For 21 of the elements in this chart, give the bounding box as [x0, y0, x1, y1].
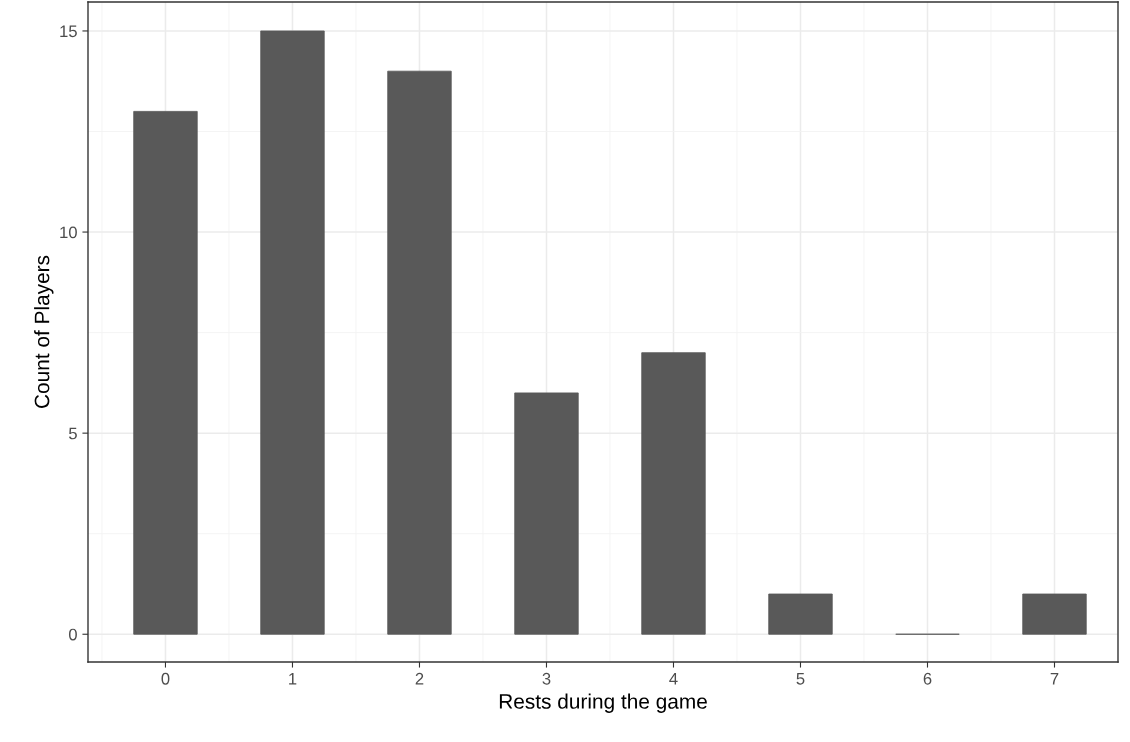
x-tick-label: 4	[669, 673, 678, 685]
y-axis-title: Count of Players	[34, 255, 54, 408]
bar	[387, 70, 452, 635]
bar	[133, 110, 198, 635]
y-tick-label: 0	[68, 628, 77, 641]
x-tick-label: 6	[923, 672, 932, 685]
x-tick-label: 0	[161, 672, 170, 685]
y-tick-label: 5	[68, 427, 77, 440]
x-axis-title: Rests during the game	[499, 693, 707, 713]
bar	[1022, 593, 1087, 635]
bar	[768, 593, 833, 635]
bar	[514, 392, 579, 635]
y-tick-label: 15	[60, 25, 77, 38]
y-tick-label: 10	[60, 226, 77, 239]
x-tick-label: 2	[415, 672, 424, 685]
x-tick-label: 7	[1050, 673, 1059, 685]
x-tick-label: 1	[289, 673, 297, 685]
bar	[260, 30, 325, 635]
bar	[641, 352, 706, 635]
x-tick-label: 3	[542, 672, 551, 685]
x-tick-label: 5	[796, 673, 805, 685]
